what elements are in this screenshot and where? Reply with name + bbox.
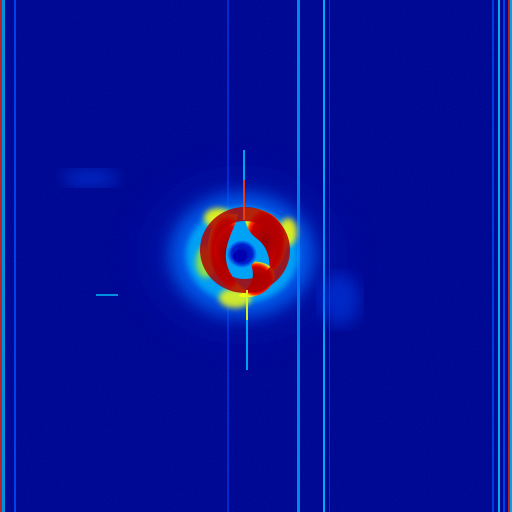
streak-492: [492, 0, 494, 512]
jet-streak-upper-hot: [243, 180, 245, 220]
left-streak: [14, 0, 16, 512]
left-edge-streak-outer: [2, 0, 5, 512]
stray-dash: [96, 294, 118, 296]
streak-499: [498, 0, 500, 512]
faint-wisp-left: [62, 170, 118, 186]
streak-504: [503, 0, 505, 512]
faint-wisp-right: [320, 274, 360, 326]
left-edge-streak: [0, 0, 2, 512]
right-edge-streak: [508, 0, 510, 512]
central-void-core: [233, 250, 247, 262]
jet-streak-lower-hot: [246, 290, 248, 320]
